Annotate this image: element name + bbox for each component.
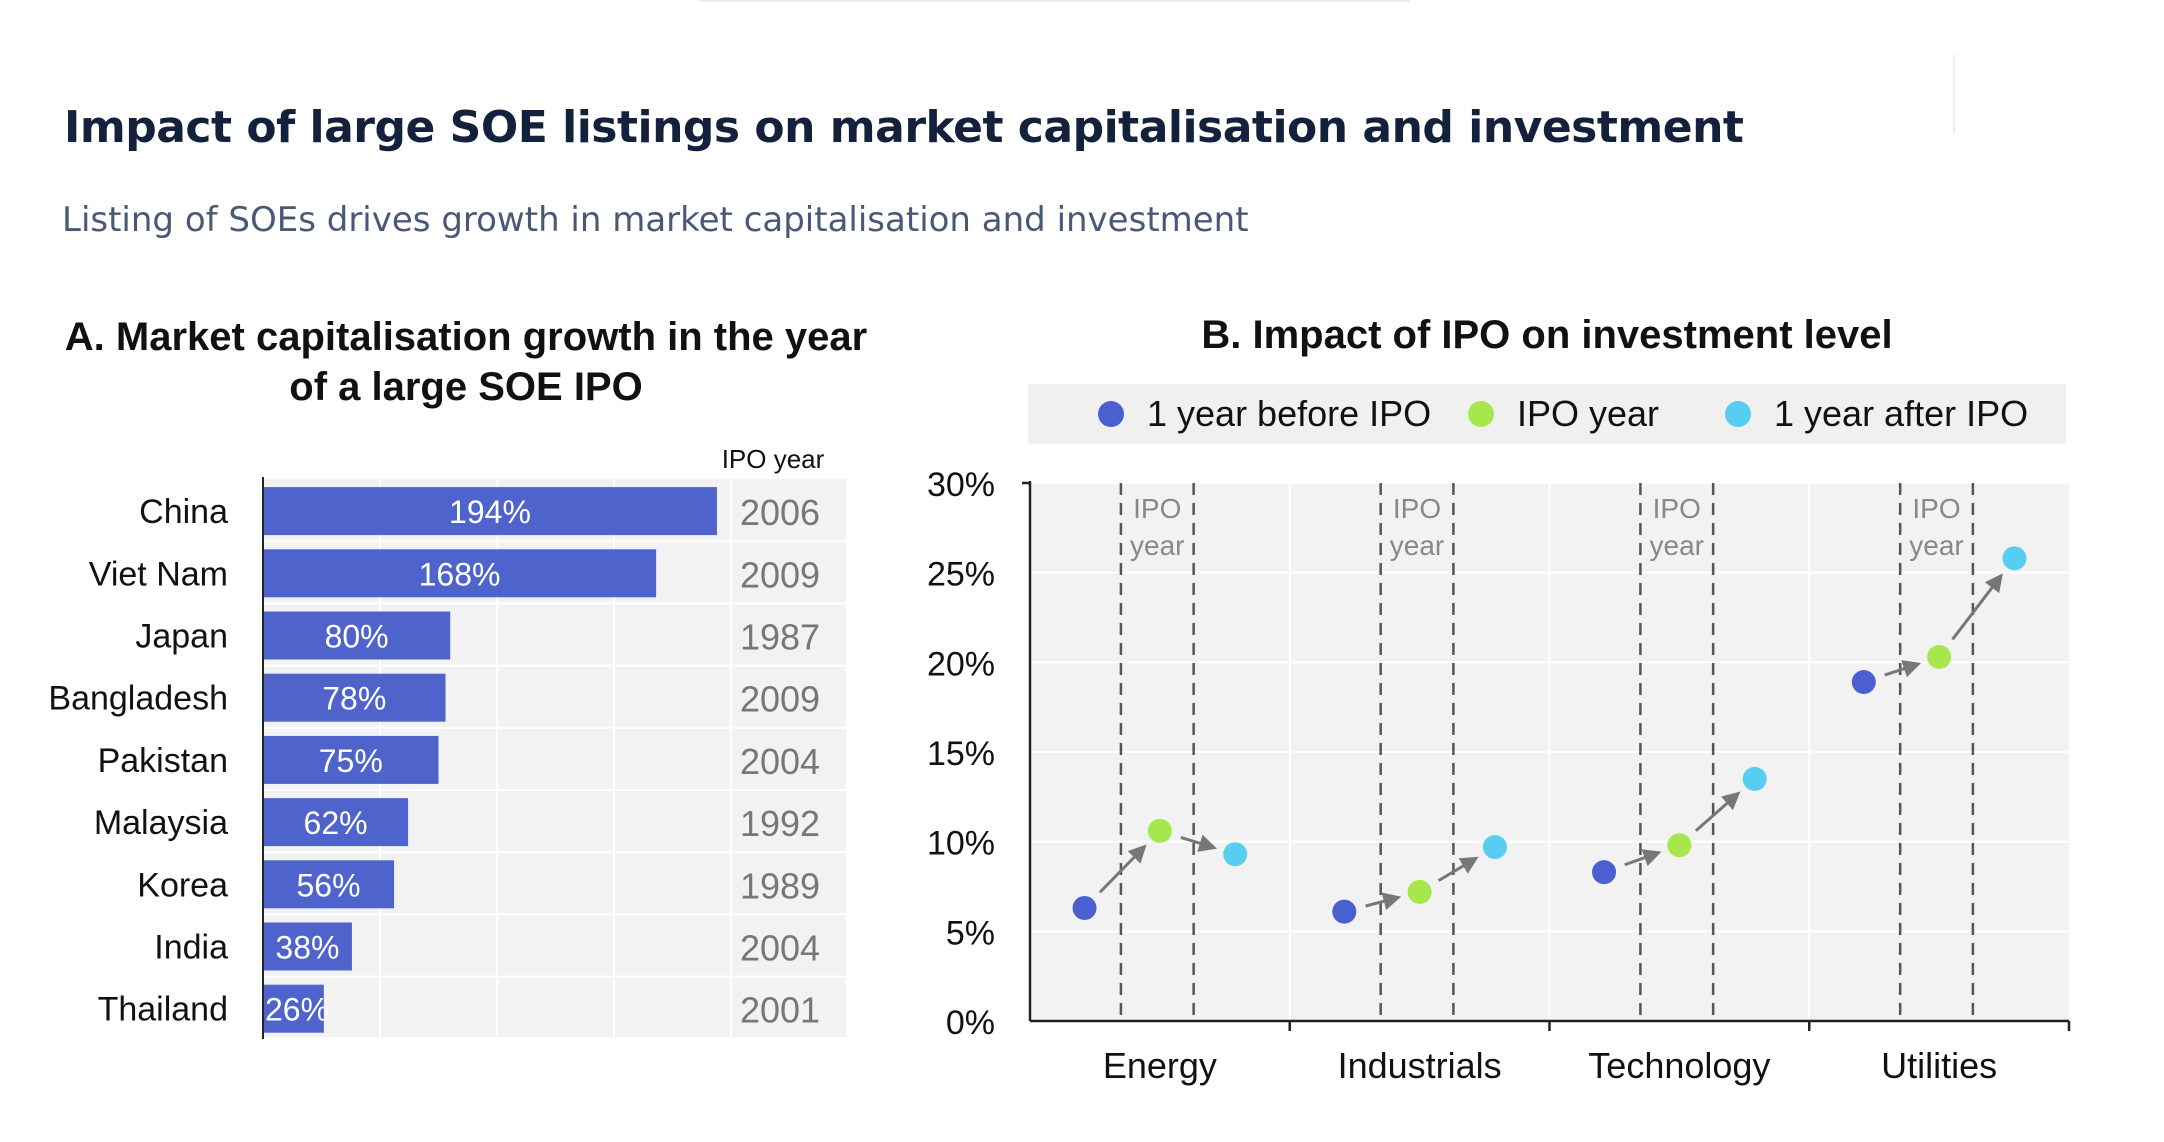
category-label: Malaysia: [94, 804, 228, 842]
bar: [263, 487, 717, 536]
bar: [263, 673, 446, 722]
trend-arrow: [1437, 856, 1479, 882]
chart-b-title: B. Impact of IPO on investment level: [1201, 313, 1892, 357]
category-label: Korea: [137, 866, 228, 904]
ipo-year-value: 2004: [740, 928, 820, 969]
y-tick-label: 25%: [927, 556, 995, 594]
ipo-year-header: IPO year: [722, 444, 825, 474]
category-label: India: [154, 929, 228, 967]
bar: [263, 860, 395, 909]
bar: [263, 984, 324, 1033]
ipo-year-value: 1987: [740, 617, 820, 658]
bar-data-label: 78%: [322, 681, 386, 717]
y-tick-label: 15%: [927, 735, 995, 773]
divider: [1953, 55, 1955, 133]
ipo-annotation: IPO: [1133, 493, 1181, 524]
data-point: [1223, 842, 1248, 867]
y-tick-label: 10%: [927, 825, 995, 863]
x-category-label: Energy: [1103, 1045, 1217, 1086]
data-point: [1482, 835, 1507, 860]
bar: [263, 611, 451, 660]
ipo-year-value: 2006: [740, 492, 820, 533]
chart-b: B. Impact of IPO on investment level 1 y…: [927, 313, 2071, 1086]
trend-arrow: [1624, 849, 1662, 867]
ipo-year-value: 2004: [740, 741, 820, 782]
category-label: China: [139, 493, 228, 531]
y-tick-label: 0%: [946, 1004, 995, 1042]
chart-a-title-line2: of a large SOE IPO: [289, 365, 642, 409]
ipo-annotation: year: [1390, 530, 1444, 561]
data-point: [1851, 670, 1876, 695]
bar: [263, 549, 657, 598]
ipo-annotation: year: [1650, 530, 1704, 561]
top-shadow: [700, 0, 1410, 3]
bar-data-label: 62%: [304, 805, 368, 841]
trend-arrow: [1951, 573, 2003, 641]
x-category-label: Utilities: [1881, 1045, 1997, 1086]
bar-data-label: 38%: [275, 930, 339, 966]
data-point: [2002, 546, 2027, 571]
data-point: [1072, 896, 1097, 921]
ipo-annotation: IPO: [1393, 493, 1441, 524]
category-label: Pakistan: [98, 742, 228, 780]
trend-arrow: [1884, 660, 1922, 678]
data-point: [1407, 879, 1432, 904]
data-point: [1332, 899, 1357, 924]
category-label: Viet Nam: [89, 555, 228, 593]
bar: [263, 922, 352, 971]
bar-data-label: 194%: [449, 494, 531, 530]
legend-marker: [1468, 401, 1494, 427]
ipo-annotation: year: [1130, 530, 1184, 561]
data-point: [1592, 860, 1617, 885]
ipo-annotation: year: [1909, 530, 1963, 561]
legend-label: 1 year after IPO: [1774, 393, 2028, 434]
data-point: [1742, 766, 1767, 791]
chart-a: A. Market capitalisation growth in the y…: [48, 315, 867, 1039]
x-category-label: Technology: [1588, 1045, 1770, 1086]
page-subtitle: Listing of SOEs drives growth in market …: [62, 200, 1249, 240]
chart-a-title-line1: A. Market capitalisation growth in the y…: [65, 315, 867, 359]
ipo-year-value: 2009: [740, 679, 820, 720]
data-point: [1667, 833, 1692, 858]
page-title: Impact of large SOE listings on market c…: [64, 102, 1744, 153]
legend-label: IPO year: [1517, 393, 1659, 434]
data-point: [1147, 818, 1172, 843]
bar: [263, 798, 409, 847]
data-point: [1927, 644, 1952, 669]
trend-arrow: [1365, 892, 1402, 910]
category-label: Bangladesh: [48, 680, 228, 718]
legend-marker: [1725, 401, 1751, 427]
ipo-annotation: IPO: [1653, 493, 1701, 524]
trend-arrow: [1098, 844, 1147, 894]
y-tick-label: 20%: [927, 645, 995, 683]
ipo-year-value: 2009: [740, 554, 820, 595]
bar-data-label: 75%: [319, 743, 383, 779]
ipo-year-value: 1989: [740, 865, 820, 906]
trend-arrow: [1180, 834, 1218, 852]
x-category-label: Industrials: [1338, 1045, 1502, 1086]
bar-data-label: 80%: [325, 619, 389, 655]
legend-label: 1 year before IPO: [1147, 393, 1431, 434]
y-tick-label: 30%: [927, 466, 995, 504]
legend-marker: [1098, 401, 1124, 427]
bar-data-label: 56%: [296, 867, 360, 903]
bar-data-label: 26%: [265, 992, 329, 1028]
category-label: Japan: [135, 618, 228, 656]
legend: [1028, 384, 2066, 444]
trend-arrow: [1694, 791, 1741, 832]
ipo-year-value: 2001: [740, 990, 820, 1031]
y-tick-label: 5%: [946, 914, 995, 952]
category-label: Thailand: [98, 991, 228, 1029]
ipo-year-value: 1992: [740, 803, 820, 844]
bar: [263, 735, 439, 784]
bar-data-label: 168%: [419, 556, 501, 592]
ipo-annotation: IPO: [1912, 493, 1960, 524]
